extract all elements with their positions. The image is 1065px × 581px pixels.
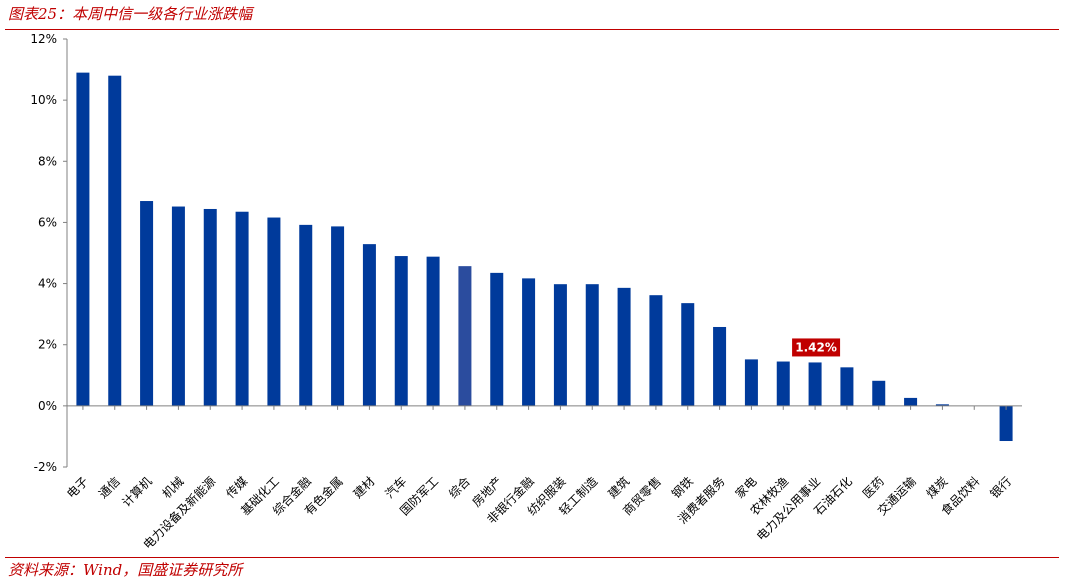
bar-27 <box>904 397 918 406</box>
y-tick-label: 6% <box>38 215 57 229</box>
bar-20 <box>681 303 695 406</box>
category-label: 电子 <box>64 474 91 501</box>
bar-14 <box>490 272 504 406</box>
category-label: 医药 <box>860 474 887 501</box>
y-tick-label: 12% <box>30 32 57 46</box>
x-axis <box>67 405 1022 410</box>
bar-10 <box>362 244 376 406</box>
bar-8 <box>299 224 313 406</box>
bar-1 <box>76 72 90 406</box>
bar-11 <box>394 256 408 406</box>
category-label: 传媒 <box>223 474 251 502</box>
source-note: 资料来源：Wind，国盛证券研究所 <box>8 561 243 579</box>
bar-21 <box>713 326 727 406</box>
category-label: 煤炭 <box>924 474 951 501</box>
bar-4 <box>171 206 185 406</box>
chart-title: 图表25：本周中信一级各行业涨跌幅 <box>8 5 253 23</box>
y-tick-label: 0% <box>38 399 57 413</box>
category-label: 钢铁 <box>669 474 696 501</box>
bar-13 <box>458 266 472 406</box>
bar-9 <box>331 226 345 406</box>
title-divider <box>5 29 1059 30</box>
category-labels: 电子 通信计算机 机械电力设备及新能源 传媒基础化工综合金融有色金属 建材 汽车国防军工综… <box>64 474 1014 552</box>
category-label: 综合 <box>445 474 473 502</box>
category-label: 汽车 <box>382 474 410 502</box>
annotation-badge <box>792 338 841 357</box>
bar-23 <box>776 361 790 406</box>
y-tick-label: -2% <box>34 460 57 474</box>
category-label: 建材 <box>351 474 378 501</box>
y-tick-label: 8% <box>38 154 57 168</box>
bar-25 <box>840 367 854 406</box>
category-label: 计算机 <box>119 474 155 510</box>
bar-12 <box>426 256 440 406</box>
category-label: 机械 <box>159 474 187 502</box>
bar-22 <box>744 359 758 406</box>
footer-divider <box>5 557 1059 558</box>
bar-6 <box>235 211 249 406</box>
category-label: 银行 <box>987 474 1014 501</box>
bar-26 <box>872 380 886 406</box>
bar-19 <box>649 295 663 406</box>
bars <box>76 72 1013 442</box>
bar-28 <box>935 404 949 406</box>
category-label: 家电 <box>732 474 760 502</box>
category-label: 通信 <box>96 474 123 501</box>
y-axis: 12% 10% 8% 6% 4% 2% 0% -2% <box>30 32 68 474</box>
bar-5 <box>203 208 217 406</box>
bar-16 <box>553 284 567 406</box>
bar-2 <box>108 75 122 406</box>
y-tick-label: 10% <box>30 93 57 107</box>
bar-17 <box>585 284 599 406</box>
y-tick-label: 4% <box>38 277 57 291</box>
bar-18 <box>617 287 631 406</box>
bar-30 <box>999 405 1013 442</box>
bar-3 <box>140 201 154 406</box>
bar-7 <box>267 217 281 406</box>
bar-15 <box>522 278 536 406</box>
bar-24 <box>808 362 822 406</box>
annotation-label: 1.42% <box>795 340 837 354</box>
annotations: 1.42% <box>792 338 841 357</box>
y-tick-label: 2% <box>38 338 57 352</box>
category-label: 建筑 <box>605 474 633 502</box>
